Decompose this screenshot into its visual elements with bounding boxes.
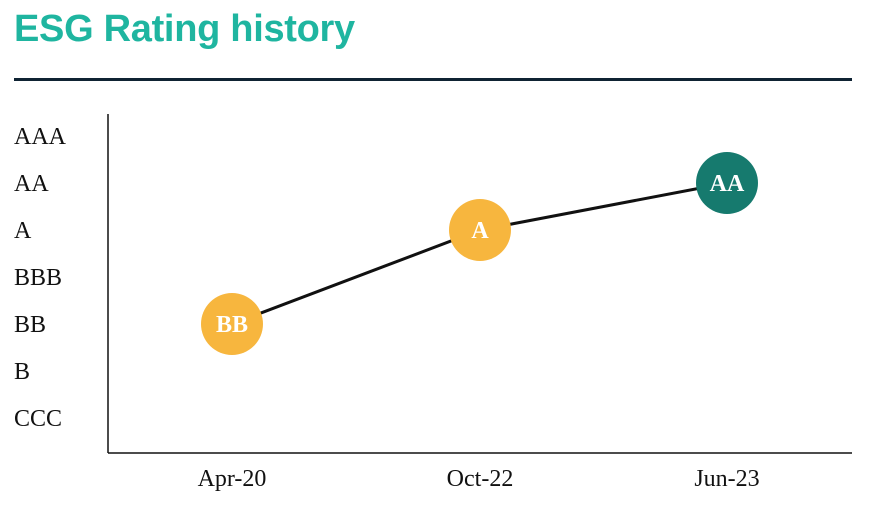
- rating-point: [201, 293, 263, 355]
- x-tick-label: Jun-23: [694, 466, 759, 492]
- x-tick-label: Apr-20: [198, 466, 267, 492]
- rating-point: [696, 152, 758, 214]
- rating-point-label: AA: [710, 171, 745, 197]
- y-tick-label: AAA: [14, 124, 67, 150]
- y-tick-label: B: [14, 359, 30, 385]
- y-tick-label: CCC: [14, 406, 62, 432]
- y-tick-label: BBB: [14, 265, 62, 291]
- rating-point: [449, 199, 511, 261]
- x-tick-label: Oct-22: [447, 466, 514, 492]
- rating-point-label: BB: [216, 312, 248, 338]
- rating-point-label: A: [471, 218, 489, 244]
- y-tick-label: BB: [14, 312, 46, 338]
- y-tick-label: AA: [14, 171, 49, 197]
- title-divider: [14, 78, 852, 81]
- chart-title: ESG Rating history: [14, 8, 355, 50]
- y-tick-label: A: [14, 218, 32, 244]
